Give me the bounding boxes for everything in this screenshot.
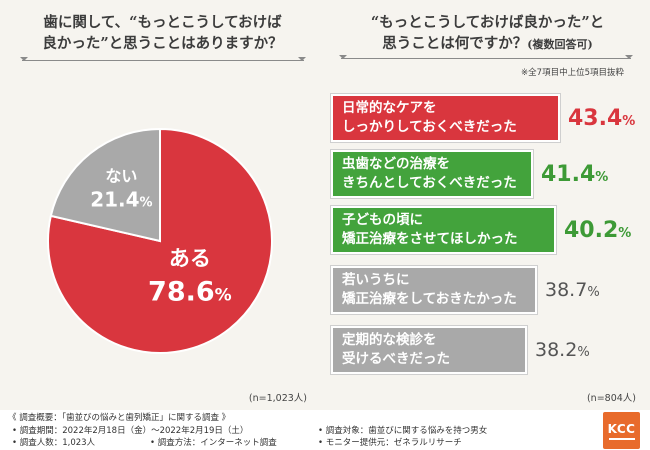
bar-value-number: 38.7 <box>545 279 588 301</box>
footer-target: • 調査対象：歯並びに関する悩みを持つ男女 <box>318 426 488 436</box>
bar-fill: 日常的なケアを しっかりしておくべきだった <box>330 93 561 143</box>
bar-row: 虫歯などの治療を きちんとしておくべきだった 41.4% <box>330 149 608 199</box>
bar-value-number: 41.4 <box>541 161 596 187</box>
pie-value-nai-unit: % <box>140 195 153 210</box>
rule-deco-icon <box>20 57 28 61</box>
pie-value-aru: 78.6% <box>148 277 232 308</box>
bar-row: 日常的なケアを しっかりしておくべきだった 43.4% <box>330 93 635 143</box>
pie-label-aru: ある <box>169 247 211 271</box>
right-title-line1: “もっとこうしておけば良かった”と <box>370 14 605 31</box>
pie-value-nai: 21.4% <box>90 187 152 211</box>
footer-period: • 調査期間：2022年2月18日（金）〜2022年2月19日（土） <box>12 426 249 436</box>
footer-method: • 調査方法：インターネット調査 <box>150 438 277 448</box>
bar-fill: 虫歯などの治療を きちんとしておくべきだった <box>330 149 534 199</box>
kcc-logo-bar <box>608 437 635 440</box>
pie-value-nai-number: 21.4 <box>90 187 139 211</box>
pie-slice-nai <box>49 127 161 243</box>
bar-value: 43.4% <box>568 106 635 131</box>
left-title-rule <box>20 57 306 61</box>
bar-value-unit: % <box>577 345 590 360</box>
bar-row: 子どもの頃に 矯正治療をさせてほしかった 40.2% <box>330 205 631 255</box>
bar-row: 若いうちに 矯正治療をしておきたかった 38.7% <box>330 265 600 315</box>
pie-value-aru-number: 78.6 <box>148 277 215 308</box>
right-title: “もっとこうしておけば良かった”と 思うことは何ですか？(複数回答可) <box>325 12 650 55</box>
kcc-logo: KCC <box>603 412 640 449</box>
bar-value: 41.4% <box>541 162 608 187</box>
footer-count: • 調査人数：1,023人 <box>12 438 96 448</box>
right-title-line2: 思うことは何ですか？(複数回答可) <box>325 33 650 55</box>
bar-value-unit: % <box>595 169 609 185</box>
right-title-rule <box>339 55 633 59</box>
left-title-line2: 良かった”と思うことはありますか？ <box>42 35 283 52</box>
bar-value-number: 40.2 <box>564 217 619 243</box>
bar-fill: 若いうちに 矯正治療をしておきたかった <box>330 265 538 315</box>
right-sample-size: (n=804人) <box>586 393 636 404</box>
pie-chart: ある 78.6% ない 21.4% <box>47 127 273 354</box>
bar-value-number: 38.2 <box>535 339 578 361</box>
survey-footer: 《 調査概要：「歯並びの悩みと歯列矯正」に関する調査 》 • 調査期間：2022… <box>0 410 650 450</box>
bar-value-unit: % <box>618 225 632 241</box>
kcc-logo-text: KCC <box>607 421 636 436</box>
right-title-line2-main: 思うことは何ですか？ <box>382 35 528 52</box>
left-title-line1: 歯に関して、“もっとこうしておけば <box>43 14 282 31</box>
left-title: 歯に関して、“もっとこうしておけば 良かった”と思うことはありますか？ <box>0 12 325 54</box>
right-panel: “もっとこうしておけば良かった”と 思うことは何ですか？(複数回答可) ※全7項… <box>325 0 650 410</box>
bar-row: 定期的な検診を 受けるべきだった 38.2% <box>330 325 590 375</box>
rule-deco-icon <box>298 57 306 61</box>
right-title-suffix: (複数回答可) <box>527 38 593 51</box>
bar-value-unit: % <box>622 113 636 129</box>
pie-label-nai: ない <box>105 166 137 185</box>
bar-value: 38.7% <box>545 279 600 301</box>
bar-value: 38.2% <box>535 339 590 361</box>
pie-value-aru-unit: % <box>215 286 232 306</box>
bar-fill: 定期的な検診を 受けるべきだった <box>330 325 528 375</box>
rule-deco-icon <box>339 55 347 59</box>
bar-value-number: 43.4 <box>568 105 623 131</box>
footer-heading: 《 調査概要：「歯並びの悩みと歯列矯正」に関する調査 》 <box>8 413 231 423</box>
left-sample-size: (n=1,023人) <box>248 393 307 404</box>
bar-value: 40.2% <box>564 218 631 243</box>
bar-fill: 子どもの頃に 矯正治療をさせてほしかった <box>330 205 557 255</box>
rule-deco-icon <box>625 55 633 59</box>
right-note: ※全7項目中上位5項目抜粋 <box>521 68 624 78</box>
left-panel: 歯に関して、“もっとこうしておけば 良かった”と思うことはありますか？ ある 7… <box>0 0 325 410</box>
footer-provider: • モニター提供元：ゼネラルリサーチ <box>318 438 462 448</box>
bar-value-unit: % <box>587 285 600 300</box>
